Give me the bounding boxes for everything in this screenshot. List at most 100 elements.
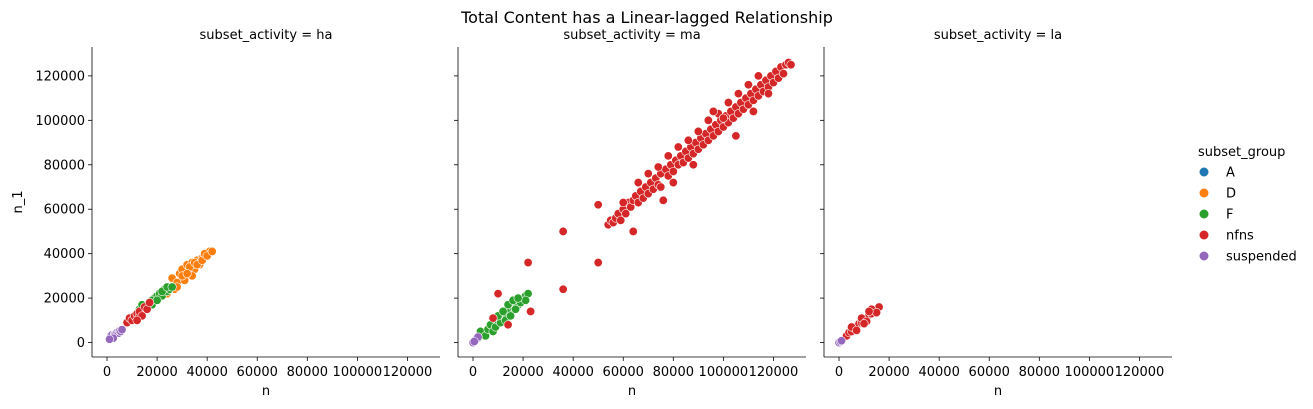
data-point-F: [521, 295, 531, 305]
x-tick-label: 100000: [1065, 365, 1115, 380]
y-tick-label: 80000: [44, 158, 85, 173]
legend-label-suspended: suspended: [1226, 250, 1297, 265]
x-tick-label: 20000: [868, 365, 909, 380]
data-point-nfns: [688, 160, 698, 170]
data-point-F: [513, 293, 523, 303]
data-point-nfns: [488, 313, 498, 323]
data-point-nfns: [731, 131, 741, 141]
legend-label-nfns: nfns: [1226, 229, 1254, 244]
legend-title: subset_group: [1198, 145, 1285, 160]
x-tick-label: 80000: [653, 365, 694, 380]
x-tick-label: 40000: [552, 365, 593, 380]
data-point-nfns: [593, 200, 603, 210]
data-point-nfns: [872, 308, 882, 318]
y-tick-label: 40000: [44, 247, 85, 262]
x-tick-label: 120000: [383, 365, 433, 380]
data-point-nfns: [503, 320, 513, 330]
data-point-nfns: [743, 80, 753, 90]
x-tick-label: 20000: [502, 365, 543, 380]
data-point-nfns: [786, 60, 796, 70]
series-suspended: [105, 325, 127, 344]
data-point-nfns: [643, 169, 653, 179]
data-point-suspended: [837, 336, 847, 346]
x-tick-label: 20000: [136, 365, 177, 380]
data-point-nfns: [633, 178, 643, 188]
data-point-nfns: [852, 325, 862, 335]
data-point-D: [207, 246, 217, 256]
x-tick-label: 0: [103, 365, 111, 380]
x-tick-label: 40000: [918, 365, 959, 380]
data-point-nfns: [718, 113, 728, 123]
data-point-nfns: [523, 258, 533, 268]
data-point-nfns: [526, 306, 536, 316]
data-point-nfns: [668, 166, 678, 176]
y-tick-label: 60000: [44, 203, 85, 218]
x-tick-label: 100000: [699, 365, 749, 380]
data-point-nfns: [748, 106, 758, 116]
data-point-nfns: [621, 209, 631, 219]
x-tick-label: 120000: [749, 365, 799, 380]
data-point-F: [511, 304, 521, 314]
legend-marker-nfns: [1199, 230, 1209, 240]
legend-marker-suspended: [1199, 251, 1209, 261]
data-point-F: [506, 311, 516, 321]
series-nfns: [488, 58, 796, 330]
data-point-nfns: [658, 195, 668, 205]
legend-label-F: F: [1226, 208, 1233, 223]
series-nfns: [122, 298, 155, 328]
facet-panel-3: subset_activity = la 0 20000 40000 60000 8000…: [820, 28, 1172, 399]
data-point-nfns: [132, 315, 142, 325]
data-point-nfns: [493, 289, 503, 299]
legend-marker-F: [1199, 209, 1209, 219]
data-point-F: [167, 282, 177, 292]
y-tick-label: 0: [77, 336, 85, 351]
data-point-nfns: [616, 215, 626, 225]
x-axis-label: n: [628, 384, 636, 399]
data-point-suspended: [105, 334, 115, 344]
data-point-nfns: [864, 306, 874, 316]
data-point-suspended: [469, 336, 479, 346]
x-axis-label: n: [262, 384, 270, 399]
legend-label-D: D: [1226, 187, 1236, 202]
data-point-nfns: [628, 226, 638, 236]
x-tick-label: 100000: [333, 365, 383, 380]
data-point-nfns: [693, 126, 703, 136]
x-tick-label: 80000: [287, 365, 328, 380]
data-point-nfns: [859, 319, 869, 329]
x-tick-label: 0: [835, 365, 843, 380]
data-point-nfns: [558, 284, 568, 294]
data-point-nfns: [673, 142, 683, 152]
data-point-nfns: [593, 258, 603, 268]
facet-panel-1: subset_activity = ha 0 20000 40000 60000 8000…: [11, 28, 440, 399]
x-tick-label: 60000: [237, 365, 278, 380]
data-point-F: [498, 306, 508, 316]
data-point-nfns: [703, 115, 713, 125]
x-tick-label: 120000: [1115, 365, 1165, 380]
data-point-suspended: [117, 325, 127, 335]
y-tick-label: 100000: [35, 114, 85, 129]
data-point-nfns: [145, 298, 155, 308]
series-suspended: [834, 336, 847, 348]
x-tick-label: 40000: [186, 365, 227, 380]
panel-title: subset_activity = ma: [563, 28, 700, 43]
y-tick-label: 120000: [35, 69, 85, 84]
panel-title: subset_activity = ha: [200, 28, 333, 43]
x-axis-label: n: [994, 384, 1002, 399]
data-point-nfns: [668, 178, 678, 188]
series-D: [162, 246, 217, 299]
legend-marker-D: [1199, 188, 1209, 198]
series-suspended: [468, 332, 483, 348]
data-point-nfns: [618, 198, 628, 208]
data-point-F: [152, 295, 162, 305]
data-point-nfns: [733, 89, 743, 99]
series-F: [473, 289, 533, 343]
data-point-nfns: [663, 151, 673, 161]
legend-label-A: A: [1226, 166, 1235, 181]
data-point-nfns: [708, 106, 718, 116]
y-axis-label: n_1: [11, 190, 26, 213]
data-point-D: [182, 269, 192, 279]
facet-panel-2: subset_activity = ma 0 20000 40000 60000 8000…: [454, 28, 806, 399]
x-tick-label: 0: [469, 365, 477, 380]
